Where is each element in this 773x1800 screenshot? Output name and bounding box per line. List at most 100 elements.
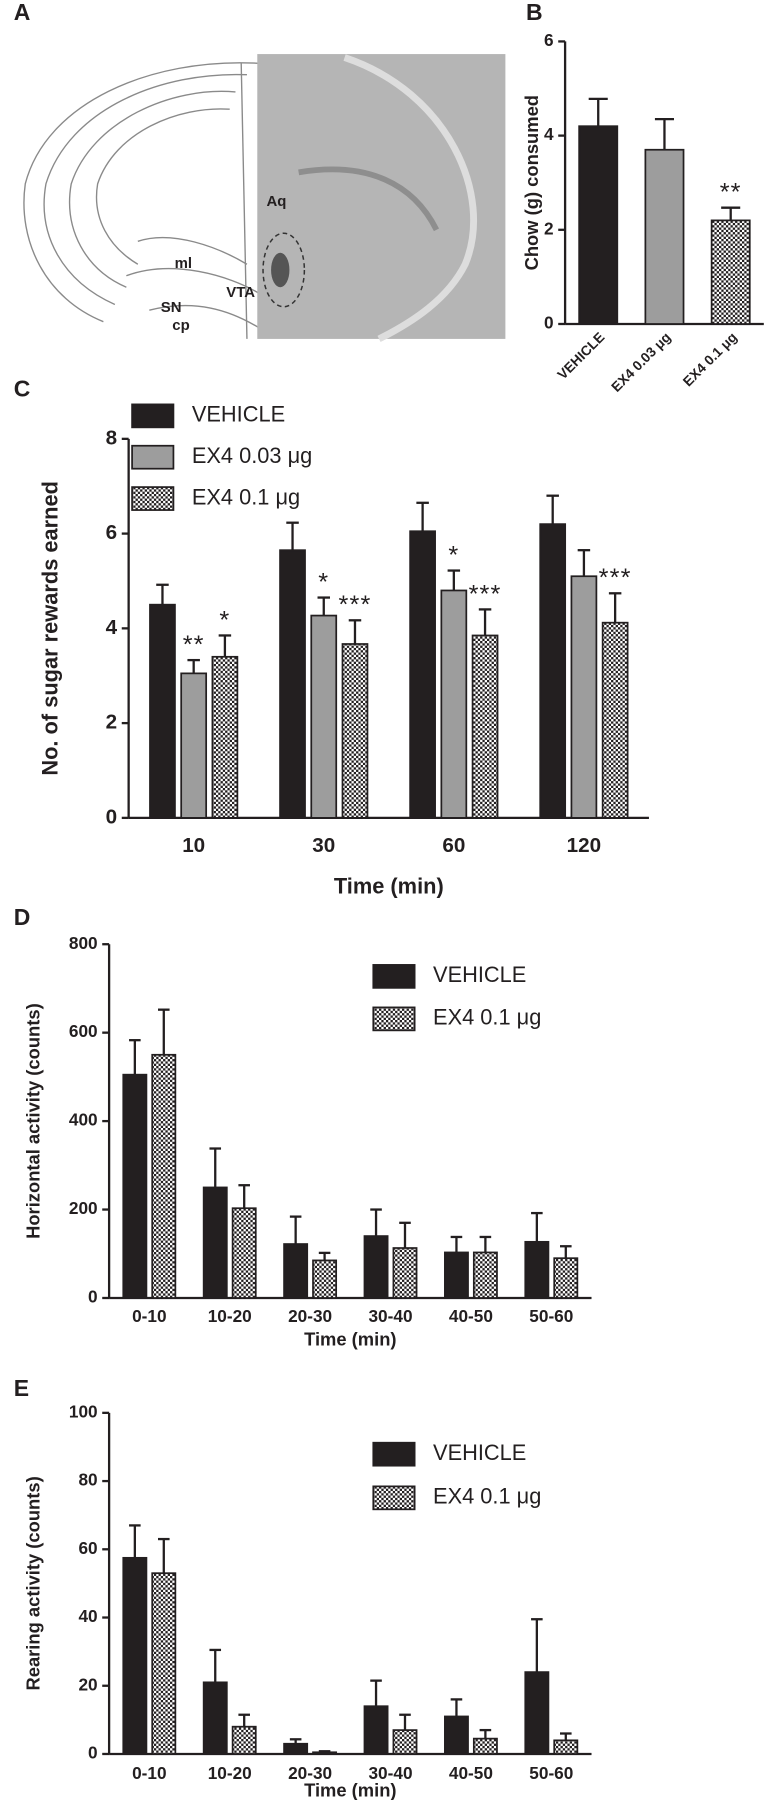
legend-swatch [131, 444, 175, 470]
significance-label: *** [339, 591, 372, 619]
y-tick-label: 40 [78, 1606, 97, 1626]
y-tick-label: 800 [69, 933, 98, 953]
panel-label: C [14, 376, 31, 402]
legend-label: EX4 0.1 μg [433, 1005, 541, 1030]
y-tick-label: 20 [78, 1674, 97, 1694]
histology-section [257, 54, 506, 339]
bar [122, 1556, 148, 1755]
y-axis-label: Chow (g) consumed [521, 95, 542, 270]
significance-label: * [448, 541, 459, 569]
x-axis-label: Time (min) [334, 874, 444, 899]
bar [710, 219, 751, 325]
y-tick-label: 0 [88, 1743, 98, 1763]
bar [363, 1705, 389, 1755]
bar [363, 1235, 389, 1299]
x-tick-label: 10-20 [208, 1306, 252, 1326]
bar [231, 1725, 257, 1755]
y-tick-label: 6 [106, 521, 118, 544]
x-tick-label: 30-40 [368, 1306, 412, 1326]
x-tick-label: 40-50 [449, 1763, 493, 1783]
y-axis-label: Rearing activity (counts) [22, 1476, 43, 1690]
bar [440, 589, 468, 819]
bar [283, 1742, 309, 1755]
significance-label: ** [720, 179, 742, 207]
bar [149, 603, 176, 819]
bar [122, 1073, 148, 1299]
bar [472, 1737, 498, 1755]
bar [444, 1251, 469, 1299]
y-tick-label: 600 [69, 1021, 98, 1041]
y-tick-label: 4 [544, 124, 554, 144]
bar [524, 1240, 550, 1299]
y-tick-label: 2 [544, 218, 554, 238]
bar [472, 1251, 498, 1299]
bar [539, 523, 567, 819]
legend-label: EX4 0.1 μg [433, 1484, 541, 1509]
significance-label: *** [469, 580, 502, 608]
x-tick-label: 50-60 [529, 1306, 573, 1326]
bar [283, 1243, 309, 1299]
atlas-label: cp [172, 317, 189, 334]
legend-swatch [372, 964, 416, 989]
x-tick-label: 0-10 [132, 1306, 166, 1326]
bar [310, 614, 338, 819]
panel-label: A [14, 0, 31, 25]
y-tick-label: 0 [88, 1287, 98, 1307]
bar [312, 1259, 338, 1299]
x-tick-label: 20-30 [288, 1763, 332, 1783]
bar [312, 1751, 338, 1755]
panel-a: A Aq ml VTA SN cp [14, 0, 506, 342]
panel-label: D [14, 904, 31, 930]
y-tick-label: 200 [69, 1198, 98, 1218]
y-tick-label: 80 [78, 1470, 97, 1490]
x-tick-label: 60 [442, 834, 465, 857]
legend-swatch [372, 1485, 416, 1511]
x-tick-label: 120 [567, 834, 601, 857]
legend-swatch [131, 403, 175, 429]
legend-label: VEHICLE [192, 402, 285, 427]
legend-label: EX4 0.03 μg [192, 443, 313, 468]
y-tick-label: 8 [106, 426, 118, 449]
histology-feature [343, 54, 477, 342]
injection-site [271, 252, 290, 288]
x-tick-label: 10 [182, 834, 205, 857]
x-tick-label: 10-20 [208, 1763, 252, 1783]
bar [553, 1257, 579, 1299]
legend-label: EX4 0.1 μg [192, 484, 300, 509]
bar [151, 1572, 177, 1755]
bar [553, 1739, 579, 1755]
legend-swatch [372, 1441, 416, 1467]
significance-label: * [219, 606, 230, 634]
panel-label: E [14, 1375, 29, 1401]
x-tick-label: EX4 0.03 μg [608, 330, 673, 395]
atlas-label: Aq [266, 193, 286, 210]
legend-label: VEHICLE [433, 962, 526, 987]
bar [601, 621, 629, 819]
y-tick-label: 100 [69, 1401, 98, 1421]
bar [392, 1729, 418, 1755]
y-axis-label: Horizontal activity (counts) [22, 1003, 43, 1239]
bar [392, 1247, 418, 1299]
legend-swatch [131, 486, 175, 511]
bar [231, 1207, 257, 1299]
panel-label: B [526, 0, 543, 25]
vta-outline [262, 232, 306, 308]
bar [524, 1671, 550, 1755]
significance-label: ** [183, 631, 205, 659]
atlas-label: SN [161, 299, 182, 316]
bar [578, 125, 619, 325]
legend-swatch [372, 1006, 416, 1032]
bar [409, 530, 436, 819]
atlas-drawing [23, 62, 262, 339]
y-tick-label: 2 [106, 711, 118, 734]
atlas-label: VTA [226, 284, 255, 301]
x-tick-label: 30 [312, 834, 335, 857]
x-axis-label: Time (min) [304, 1328, 397, 1349]
bar [180, 672, 208, 819]
bar [202, 1186, 228, 1299]
bar [211, 655, 239, 819]
bar [341, 643, 369, 819]
bar [202, 1681, 228, 1755]
y-tick-label: 6 [544, 30, 554, 50]
